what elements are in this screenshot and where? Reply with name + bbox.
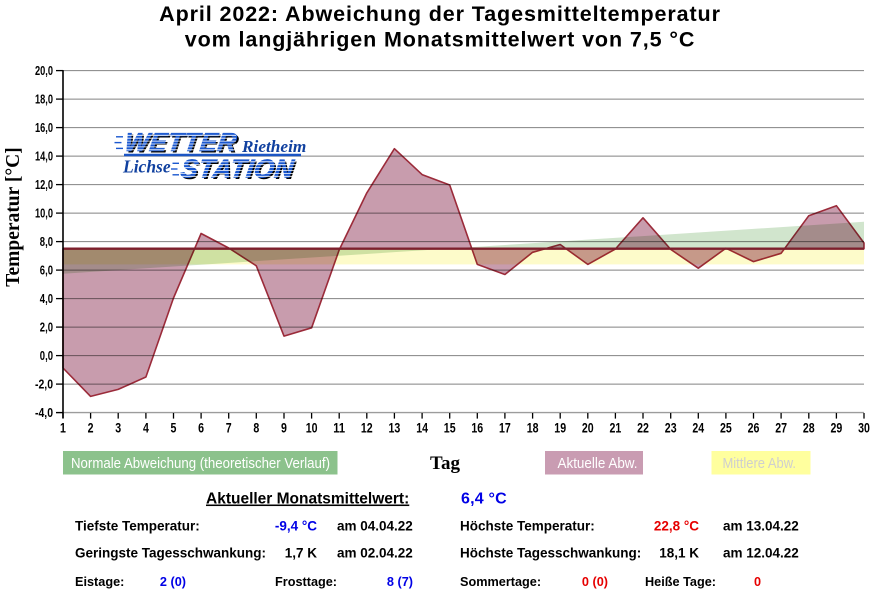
svg-text:16: 16: [471, 421, 483, 436]
svg-text:23: 23: [665, 421, 677, 436]
svg-text:WETTER: WETTER: [125, 129, 241, 159]
svg-text:vom langjährigen Monatsmittelw: vom langjährigen Monatsmittelwert von 7,…: [185, 28, 696, 52]
svg-text:6,0: 6,0: [40, 263, 53, 277]
svg-text:0 (0): 0 (0): [582, 575, 608, 589]
svg-text:24: 24: [692, 421, 704, 436]
svg-text:am 02.04.22: am 02.04.22: [337, 546, 413, 561]
svg-text:6: 6: [198, 421, 204, 436]
svg-text:1,7 K: 1,7 K: [285, 546, 318, 561]
svg-text:Tiefste Temperatur:: Tiefste Temperatur:: [75, 519, 200, 534]
svg-text:Normale Abweichung (theoretisc: Normale Abweichung (theoretischer Verlau…: [71, 456, 330, 472]
svg-text:4,0: 4,0: [40, 292, 53, 306]
svg-text:Lichse: Lichse: [122, 157, 171, 177]
svg-text:Tag: Tag: [430, 453, 460, 474]
svg-text:2,0: 2,0: [40, 320, 53, 334]
svg-text:Sommertage:: Sommertage:: [460, 575, 541, 589]
svg-text:0,0: 0,0: [40, 349, 53, 363]
svg-text:8,0: 8,0: [40, 235, 53, 249]
svg-text:am 04.04.22: am 04.04.22: [337, 519, 413, 534]
svg-text:-9,4 °C: -9,4 °C: [275, 519, 317, 534]
svg-text:14,0: 14,0: [35, 149, 53, 163]
svg-text:14: 14: [416, 421, 428, 436]
svg-text:5: 5: [171, 421, 177, 436]
svg-text:2: 2: [88, 421, 94, 436]
svg-text:Aktuelle Abw.: Aktuelle Abw.: [558, 456, 638, 472]
svg-text:April 2022: Abweichung der Tag: April 2022: Abweichung der Tagesmittelte…: [159, 2, 721, 26]
svg-text:9: 9: [281, 421, 287, 436]
svg-text:17: 17: [499, 421, 511, 436]
svg-text:15: 15: [444, 421, 456, 436]
svg-text:20: 20: [582, 421, 594, 436]
svg-text:STATION: STATION: [181, 155, 299, 185]
svg-text:18,1 K: 18,1 K: [659, 546, 699, 561]
svg-text:Höchste Temperatur:: Höchste Temperatur:: [460, 519, 595, 534]
svg-text:-4,0: -4,0: [35, 406, 53, 420]
svg-text:26: 26: [748, 421, 760, 436]
svg-text:29: 29: [831, 421, 843, 436]
svg-text:28: 28: [803, 421, 815, 436]
svg-text:Höchste Tagesschwankung:: Höchste Tagesschwankung:: [460, 546, 641, 561]
svg-text:11: 11: [333, 421, 345, 436]
svg-text:2 (0): 2 (0): [160, 575, 186, 589]
svg-text:am 12.04.22: am 12.04.22: [723, 546, 799, 561]
svg-text:16,0: 16,0: [35, 121, 53, 135]
svg-text:3: 3: [115, 421, 121, 436]
svg-text:0: 0: [754, 575, 761, 589]
svg-text:27: 27: [775, 421, 787, 436]
svg-text:19: 19: [554, 421, 566, 436]
svg-text:Eistage:: Eistage:: [75, 575, 124, 589]
svg-text:22: 22: [637, 421, 649, 436]
svg-text:Heiße Tage:: Heiße Tage:: [645, 575, 716, 589]
svg-text:8: 8: [253, 421, 259, 436]
svg-text:22,8 °C: 22,8 °C: [654, 519, 699, 534]
svg-text:10,0: 10,0: [35, 206, 53, 220]
svg-text:Mittlere Abw.: Mittlere Abw.: [723, 456, 797, 472]
svg-text:12: 12: [361, 421, 373, 436]
svg-text:8 (7): 8 (7): [387, 575, 413, 589]
svg-text:STATION: STATION: [179, 154, 297, 184]
svg-text:20,0: 20,0: [35, 64, 53, 78]
svg-text:Geringste Tagesschwankung:: Geringste Tagesschwankung:: [75, 546, 266, 561]
svg-text:WETTER: WETTER: [123, 127, 239, 157]
svg-text:25: 25: [720, 421, 732, 436]
svg-text:Aktueller Monatsmittelwert:: Aktueller Monatsmittelwert:: [206, 491, 409, 508]
svg-text:12,0: 12,0: [35, 178, 53, 192]
svg-text:am 13.04.22: am 13.04.22: [723, 519, 799, 534]
svg-text:13: 13: [389, 421, 401, 436]
svg-text:1: 1: [60, 421, 66, 436]
svg-text:18: 18: [527, 421, 539, 436]
svg-text:30: 30: [858, 421, 870, 436]
svg-text:21: 21: [610, 421, 622, 436]
svg-text:6,4 °C: 6,4 °C: [461, 491, 507, 508]
svg-text:18,0: 18,0: [35, 92, 53, 106]
svg-text:Rietheim: Rietheim: [241, 137, 306, 156]
svg-text:4: 4: [143, 421, 149, 436]
svg-text:10: 10: [306, 421, 318, 436]
svg-text:Frosttage:: Frosttage:: [275, 575, 337, 589]
svg-text:-2,0: -2,0: [35, 377, 53, 391]
svg-text:7: 7: [226, 421, 232, 436]
svg-text:Temperatur [°C]: Temperatur [°C]: [3, 147, 24, 286]
